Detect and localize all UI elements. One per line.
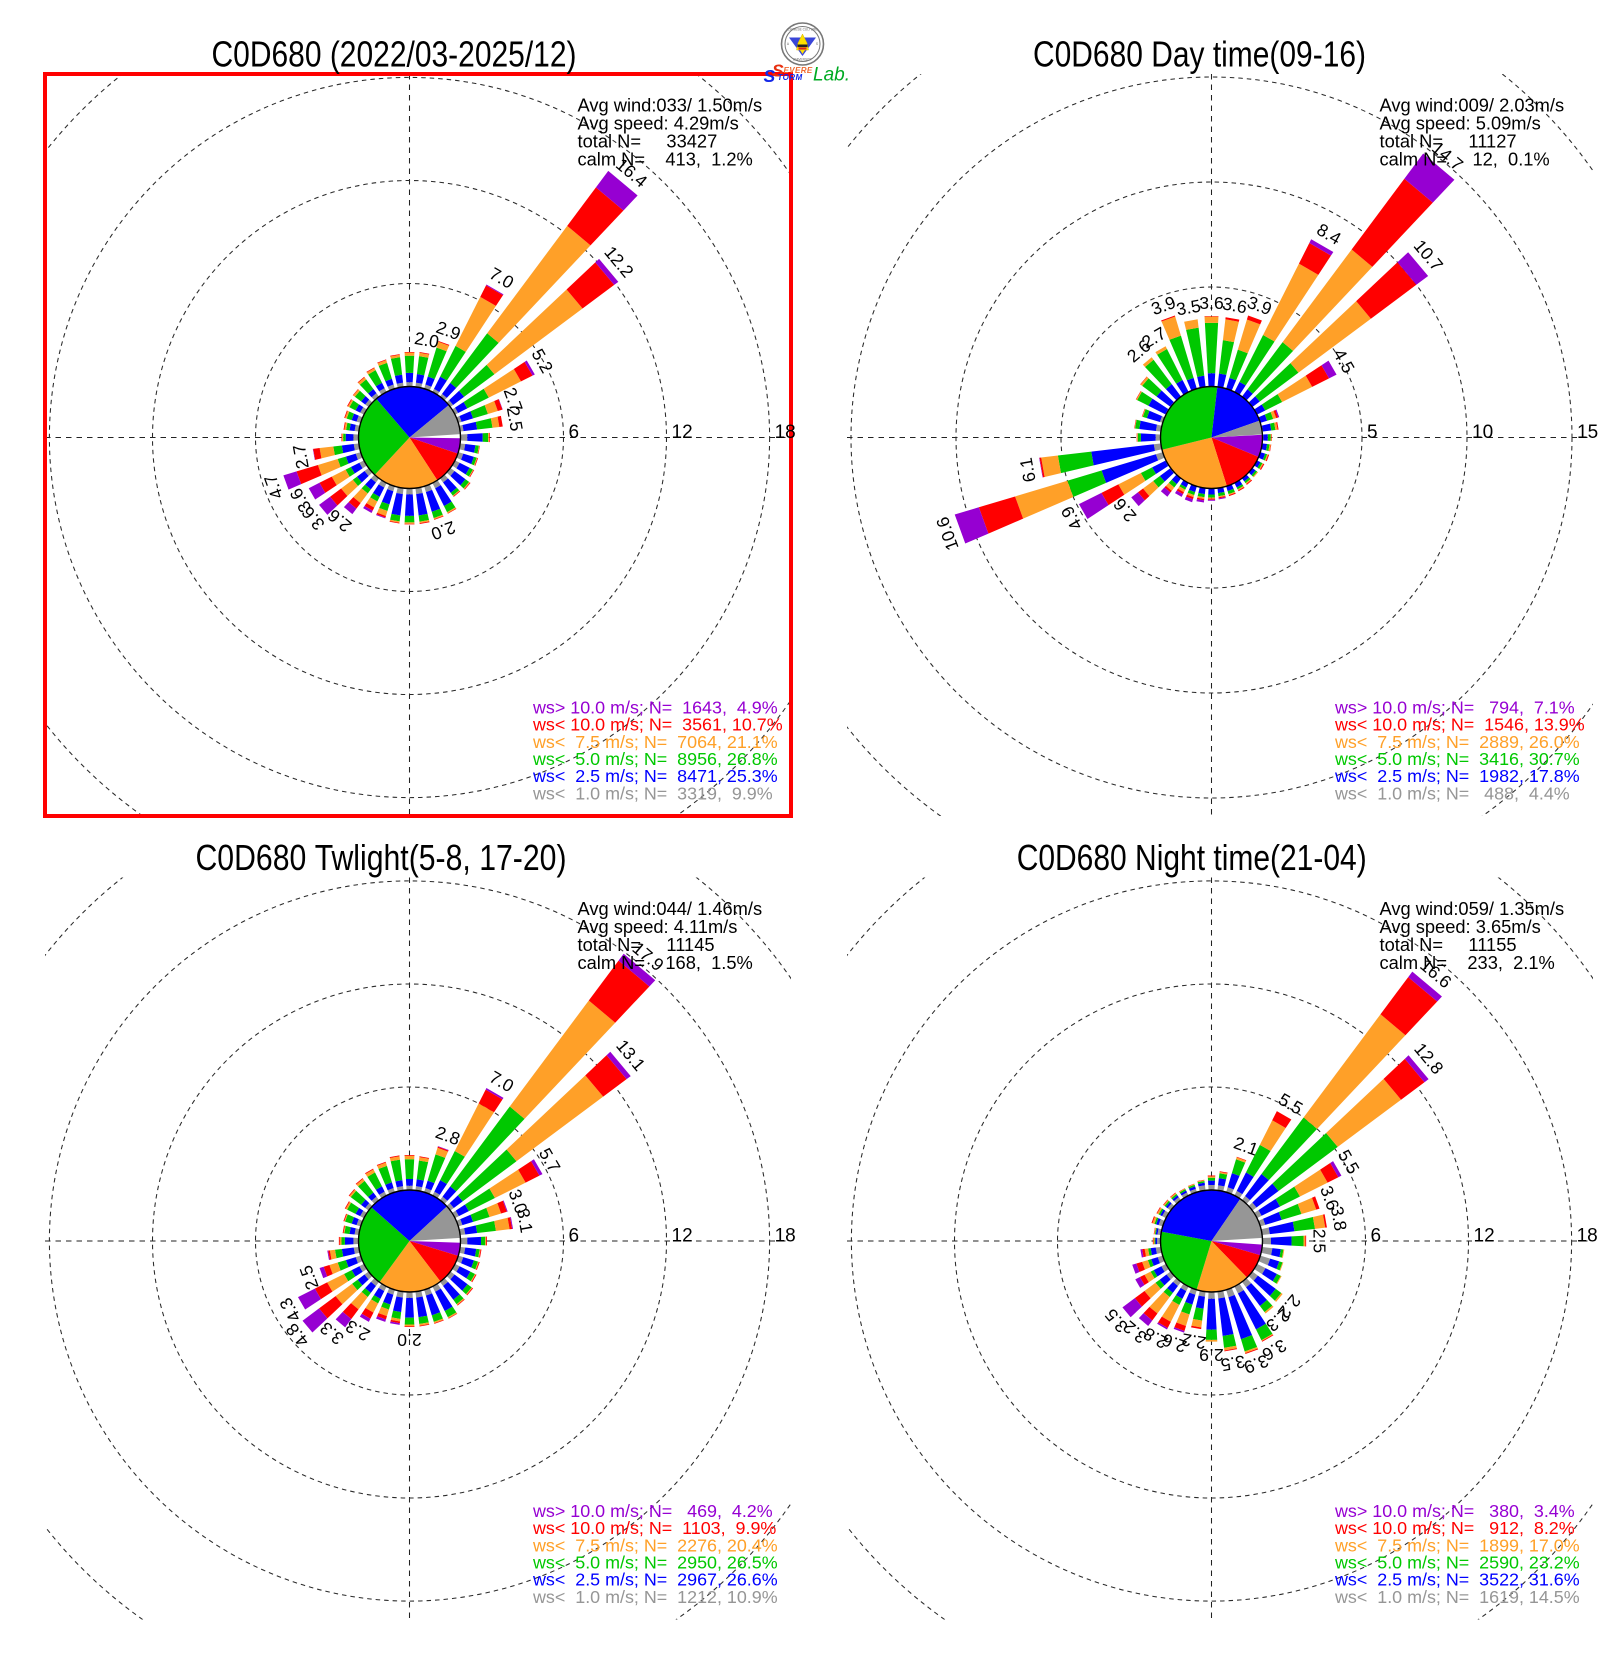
svg-text:ws< 1.0 m/s; N= 1212, 10.9%: ws< 1.0 m/s; N= 1212, 10.9% xyxy=(532,1587,778,1607)
svg-text:ws< 10.0 m/s; N= 1546, 13.9%: ws< 10.0 m/s; N= 1546, 13.9% xyxy=(1334,715,1585,735)
svg-text:ws< 2.5 m/s; N= 2967, 26.6%: ws< 2.5 m/s; N= 2967, 26.6% xyxy=(532,1570,778,1590)
svg-text:Avg wind:059/ 1.35m/s: Avg wind:059/ 1.35m/s xyxy=(1380,898,1565,919)
svg-text:Avg wind:033/ 1.50m/s: Avg wind:033/ 1.50m/s xyxy=(578,95,763,116)
svg-text:C0D680 Twlight(5-8, 17-20): C0D680 Twlight(5-8, 17-20) xyxy=(196,837,567,878)
svg-text:12: 12 xyxy=(672,1226,693,1247)
svg-text:Avg speed: 4.29m/s: Avg speed: 4.29m/s xyxy=(578,113,739,134)
svg-text:Avg speed: 5.09m/s: Avg speed: 5.09m/s xyxy=(1380,113,1541,134)
svg-text:total N= 11127: total N= 11127 xyxy=(1380,131,1517,152)
svg-text:C0D680 (2022/03-2025/12): C0D680 (2022/03-2025/12) xyxy=(212,34,577,75)
svg-text:ws< 2.5 m/s; N= 1982, 17.8%: ws< 2.5 m/s; N= 1982, 17.8% xyxy=(1334,766,1580,786)
svg-text:6: 6 xyxy=(569,422,580,443)
svg-text:total N= 11155: total N= 11155 xyxy=(1380,934,1517,955)
svg-text:3.6: 3.6 xyxy=(1199,293,1224,313)
svg-text:CHINESE CULTURE: CHINESE CULTURE xyxy=(788,28,818,32)
svg-text:calm N= 413, 1.2%: calm N= 413, 1.2% xyxy=(578,149,753,170)
svg-text:Avg wind:044/ 1.46m/s: Avg wind:044/ 1.46m/s xyxy=(578,898,763,919)
svg-text:ws< 1.0 m/s; N= 1619, 14.5%: ws< 1.0 m/s; N= 1619, 14.5% xyxy=(1334,1587,1580,1607)
svg-text:12: 12 xyxy=(1474,1226,1495,1247)
svg-text:S: S xyxy=(816,42,818,46)
svg-text:C0D680 Night time(21-04): C0D680 Night time(21-04) xyxy=(1017,837,1367,878)
svg-text:ws< 5.0 m/s; N= 2950, 26.5%: ws< 5.0 m/s; N= 2950, 26.5% xyxy=(532,1553,778,1573)
svg-text:3.8: 3.8 xyxy=(1327,1205,1351,1233)
svg-text:ws< 10.0 m/s; N= 912, 8.2%: ws< 10.0 m/s; N= 912, 8.2% xyxy=(1334,1518,1575,1538)
svg-text:ws< 5.0 m/s; N= 8956, 26.8%: ws< 5.0 m/s; N= 8956, 26.8% xyxy=(532,749,778,769)
svg-text:A: A xyxy=(787,42,790,46)
svg-text:Lab.: Lab. xyxy=(813,65,850,86)
svg-text:calm N= 12, 0.1%: calm N= 12, 0.1% xyxy=(1380,149,1550,170)
svg-text:ws< 1.0 m/s; N= 488, 4.4%: ws< 1.0 m/s; N= 488, 4.4% xyxy=(1334,783,1570,803)
svg-text:ws< 7.5 m/s; N= 2889, 26.0%: ws< 7.5 m/s; N= 2889, 26.0% xyxy=(1334,732,1580,752)
svg-text:3.1: 3.1 xyxy=(513,1207,537,1235)
svg-text:ws< 7.5 m/s; N= 2276, 20.4%: ws< 7.5 m/s; N= 2276, 20.4% xyxy=(532,1535,778,1555)
svg-text:S: S xyxy=(772,61,784,81)
svg-text:total N= 11145: total N= 11145 xyxy=(578,934,715,955)
svg-text:18: 18 xyxy=(1577,1226,1598,1247)
svg-text:TORM: TORM xyxy=(778,73,803,82)
svg-text:Avg wind:009/ 2.03m/s: Avg wind:009/ 2.03m/s xyxy=(1380,95,1565,116)
svg-text:2.7: 2.7 xyxy=(289,443,313,471)
svg-text:ws< 10.0 m/s; N= 1103, 9.9%: ws< 10.0 m/s; N= 1103, 9.9% xyxy=(532,1518,776,1538)
svg-text:6: 6 xyxy=(1371,1226,1382,1247)
svg-text:ws< 10.0 m/s; N= 3561, 10.7%: ws< 10.0 m/s; N= 3561, 10.7% xyxy=(532,715,783,735)
svg-text:3.5: 3.5 xyxy=(1219,1351,1247,1375)
svg-text:ws< 5.0 m/s; N= 2590, 23.2%: ws< 5.0 m/s; N= 2590, 23.2% xyxy=(1334,1553,1580,1573)
svg-text:2.2: 2.2 xyxy=(1180,1329,1208,1353)
svg-text:UNIVERSITY: UNIVERSITY xyxy=(793,58,813,62)
svg-text:3.5: 3.5 xyxy=(1175,295,1203,319)
svg-text:EVERE: EVERE xyxy=(784,66,813,75)
svg-text:ws< 7.5 m/s; N= 7064, 21.1%: ws< 7.5 m/s; N= 7064, 21.1% xyxy=(532,732,778,752)
svg-text:ws< 2.5 m/s; N= 3522, 31.6%: ws< 2.5 m/s; N= 3522, 31.6% xyxy=(1334,1570,1580,1590)
svg-text:18: 18 xyxy=(775,1226,796,1247)
svg-text:calm N= 168, 1.5%: calm N= 168, 1.5% xyxy=(578,952,753,973)
svg-text:ws< 7.5 m/s; N= 1899, 17.0%: ws< 7.5 m/s; N= 1899, 17.0% xyxy=(1334,1535,1580,1555)
svg-text:2.5: 2.5 xyxy=(503,405,527,433)
svg-text:2.0: 2.0 xyxy=(413,328,441,352)
svg-text:18: 18 xyxy=(775,422,796,443)
svg-text:2.0: 2.0 xyxy=(397,1330,422,1350)
svg-text:3.6: 3.6 xyxy=(1221,293,1249,317)
svg-text:calm N= 233, 2.1%: calm N= 233, 2.1% xyxy=(1380,952,1555,973)
svg-text:6.1: 6.1 xyxy=(1016,456,1040,484)
svg-text:total N= 33427: total N= 33427 xyxy=(578,131,718,152)
svg-text:ws> 10.0 m/s; N= 1643, 4.9%: ws> 10.0 m/s; N= 1643, 4.9% xyxy=(532,698,778,718)
svg-text:C0D680 Day time(09-16): C0D680 Day time(09-16) xyxy=(1033,34,1366,75)
svg-text:6: 6 xyxy=(569,1226,580,1247)
svg-text:ws< 5.0 m/s; N= 3416, 30.7%: ws< 5.0 m/s; N= 3416, 30.7% xyxy=(1334,749,1580,769)
svg-text:S: S xyxy=(764,66,776,86)
svg-text:ws> 10.0 m/s; N= 469, 4.2%: ws> 10.0 m/s; N= 469, 4.2% xyxy=(532,1501,773,1521)
svg-text:2.9: 2.9 xyxy=(1199,1345,1223,1365)
svg-text:ws> 10.0 m/s; N= 380, 3.4%: ws> 10.0 m/s; N= 380, 3.4% xyxy=(1334,1501,1575,1521)
svg-text:ws> 10.0 m/s; N= 794, 7.1%: ws> 10.0 m/s; N= 794, 7.1% xyxy=(1334,698,1575,718)
svg-text:ws< 2.5 m/s; N= 8471, 25.3%: ws< 2.5 m/s; N= 8471, 25.3% xyxy=(532,766,778,786)
svg-text:Avg speed: 3.65m/s: Avg speed: 3.65m/s xyxy=(1380,916,1541,937)
svg-text:10: 10 xyxy=(1472,422,1493,443)
svg-text:12: 12 xyxy=(672,422,693,443)
svg-text:2.5: 2.5 xyxy=(1309,1229,1329,1254)
svg-text:5: 5 xyxy=(1367,422,1378,443)
svg-text:15: 15 xyxy=(1577,422,1598,443)
svg-text:Avg speed: 4.11m/s: Avg speed: 4.11m/s xyxy=(578,916,738,937)
svg-text:ws< 1.0 m/s; N= 3319, 9.9%: ws< 1.0 m/s; N= 3319, 9.9% xyxy=(532,783,773,803)
